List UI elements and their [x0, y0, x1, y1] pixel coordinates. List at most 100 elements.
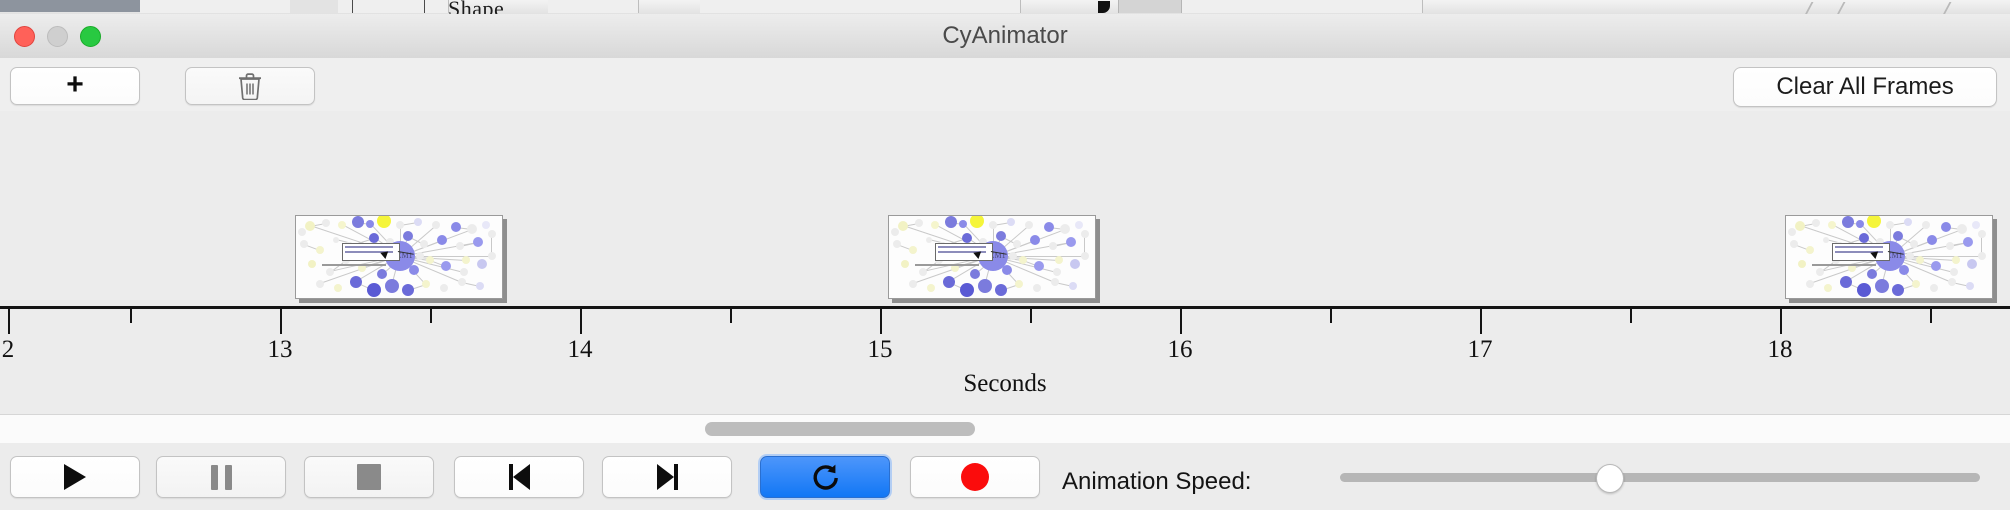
timeline-frame[interactable]: MCM1: [1785, 215, 1997, 303]
graph-node: [1788, 228, 1796, 236]
add-frame-button[interactable]: +: [10, 67, 140, 105]
graph-node: [402, 284, 414, 296]
graph-node: [426, 256, 434, 264]
frame-thumbnail: MCM1: [295, 215, 503, 299]
graph-node: [1075, 221, 1083, 229]
skip-start-button[interactable]: [454, 456, 584, 498]
graph-node: [1795, 221, 1805, 231]
graph-node: [377, 216, 391, 228]
play-icon: [64, 464, 86, 490]
record-button[interactable]: [910, 456, 1040, 498]
timeline-frame[interactable]: MCM1: [888, 215, 1100, 303]
graph-node: [1013, 240, 1021, 248]
graph-node: [898, 221, 908, 231]
graph-node: [1946, 242, 1954, 250]
timeline-frame[interactable]: MCM1: [295, 215, 507, 303]
graph-node: [358, 264, 366, 272]
tick-label: 17: [1467, 336, 1493, 363]
graph-node: [462, 256, 470, 264]
graph-node: [979, 238, 987, 246]
graph-node: [1859, 233, 1869, 243]
graph-node: [919, 268, 927, 276]
clear-all-frames-button[interactable]: Clear All Frames: [1733, 67, 1997, 107]
title-bar: CyAnimator: [0, 14, 2010, 59]
minimize-button[interactable]: [47, 26, 68, 47]
background-tick: [352, 0, 353, 13]
timeline-scrollbar-track[interactable]: [0, 414, 2010, 444]
graph-node: [316, 280, 324, 288]
graph-node: [473, 237, 483, 247]
graph-node: [432, 221, 440, 229]
graph-node: [1009, 252, 1017, 260]
graph-node: [1957, 224, 1967, 234]
graph-node: [909, 280, 917, 288]
frame-thumbnail: MCM1: [1785, 215, 1993, 299]
close-button[interactable]: [14, 26, 35, 47]
graph-node: [440, 284, 448, 292]
graph-node: [1025, 221, 1033, 229]
graph-node: [1967, 259, 1977, 269]
callout-text-line: [1835, 246, 1883, 248]
axis-line: [0, 306, 2010, 309]
graph-node: [1848, 264, 1856, 272]
graph-node: [385, 279, 399, 293]
tick-minor: [1930, 309, 1932, 323]
play-button[interactable]: [10, 456, 140, 498]
graph-node: [1966, 282, 1974, 290]
graph-node: [377, 269, 387, 279]
pause-icon: [210, 464, 232, 490]
graph-node: [476, 282, 484, 290]
traffic-lights: [14, 26, 101, 47]
graph-node: [1867, 216, 1881, 228]
graph-node: [1812, 219, 1820, 227]
graph-node: [441, 261, 451, 271]
skip-back-icon: [508, 464, 530, 490]
toolbar: + Clear All Frames: [0, 58, 2010, 112]
graph-node: [403, 231, 413, 241]
graph-node: [451, 222, 461, 232]
frame-thumbnail: MCM1: [888, 215, 1096, 299]
graph-node: [420, 240, 428, 248]
timeline-scrollbar-thumb[interactable]: [705, 422, 975, 436]
stop-button[interactable]: [304, 456, 434, 498]
graph-node: [458, 278, 466, 286]
graph-caption: [322, 264, 386, 266]
graph-node: [396, 221, 404, 229]
graph-node: [1856, 220, 1864, 228]
transport-bar: Animation Speed:: [0, 443, 2010, 510]
animation-speed-slider[interactable]: [1340, 464, 1980, 493]
graph-node: [416, 252, 424, 260]
window-title: CyAnimator: [942, 22, 1068, 49]
background-titlebar-dark: [0, 0, 140, 12]
tick-major: [580, 309, 582, 334]
graph-node: [1828, 221, 1836, 229]
graph-node: [959, 220, 967, 228]
graph-node: [893, 240, 901, 248]
tick-minor: [1630, 309, 1632, 323]
graph-node: [1978, 252, 1986, 260]
background-segment: [140, 0, 291, 13]
graph-node: [298, 228, 306, 236]
zoom-button[interactable]: [80, 26, 101, 47]
tick-major: [1180, 309, 1182, 334]
graph-node: [1816, 268, 1824, 276]
animation-speed-slider-thumb[interactable]: [1596, 464, 1624, 493]
loop-button[interactable]: [760, 456, 890, 498]
delete-frame-button[interactable]: [185, 67, 315, 105]
stop-icon: [357, 464, 381, 490]
graph-node: [1842, 216, 1854, 228]
callout-text-line: [938, 251, 986, 253]
graph-node: [1886, 221, 1894, 229]
graph-node: [300, 240, 308, 248]
graph-node: [1044, 222, 1054, 232]
background-slash: [1942, 2, 1952, 14]
graph-node: [1893, 231, 1903, 241]
graph-node: [1790, 240, 1798, 248]
skip-end-button[interactable]: [602, 456, 732, 498]
graph-node: [1069, 282, 1077, 290]
graph-node: [369, 233, 379, 243]
pause-button[interactable]: [156, 456, 286, 498]
graph-node: [1007, 218, 1015, 226]
plus-icon: +: [66, 68, 84, 101]
